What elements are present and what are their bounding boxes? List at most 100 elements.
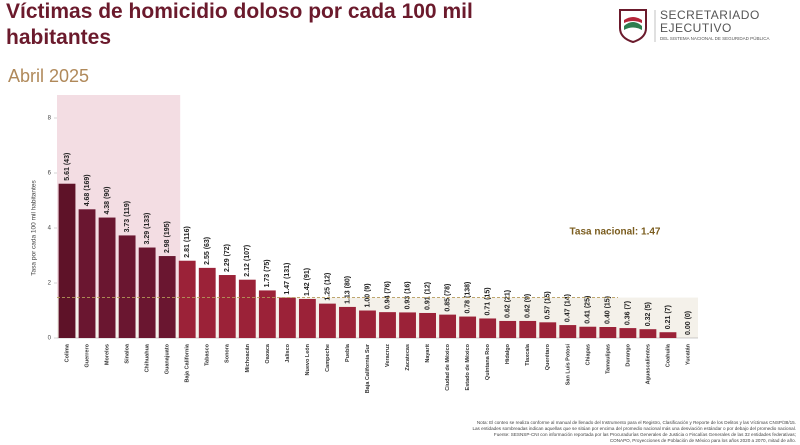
x-tick-label: Quintana Roo — [485, 343, 491, 380]
x-tick-label: Chihuahua — [145, 343, 151, 372]
x-tick-label: Nayarit — [425, 344, 431, 363]
value-label: 0.47 (14) — [565, 294, 572, 322]
y-tick-label: 4 — [48, 226, 52, 232]
x-tick-label: Guerrero — [85, 343, 91, 367]
bar — [58, 183, 76, 338]
value-label: 1.47 (131) — [284, 263, 291, 295]
x-tick-label: Chiapas — [585, 344, 591, 365]
value-label: 2.12 (107) — [244, 245, 251, 277]
bar — [218, 275, 236, 338]
footnote: Nota: El conteo se realiza conforme al m… — [477, 420, 796, 425]
bar — [439, 314, 457, 338]
x-tick-label: Morelos — [105, 344, 111, 365]
logo: SECRETARIADO EJECUTIVO DEL SISTEMA NACIO… — [619, 8, 769, 44]
annotation: Tasa nacional: 1.47 — [570, 227, 661, 238]
bar — [499, 320, 517, 338]
bar — [198, 267, 216, 338]
x-tick-label: Nuevo León — [305, 343, 311, 375]
bar — [118, 235, 136, 338]
y-axis-label: Tasa por cada 100 mil habitantes — [31, 180, 38, 276]
value-label: 4.68 (169) — [84, 174, 91, 206]
x-tick-label: Coahuila — [665, 343, 671, 367]
value-label: 0.21 (7) — [665, 305, 672, 329]
bar — [178, 260, 196, 338]
x-tick-label: Hidalgo — [505, 343, 511, 364]
x-tick-label: Baja California — [185, 343, 191, 382]
x-tick-label: Guanajuato — [165, 343, 171, 374]
bar — [519, 320, 537, 338]
chart-title: habitantes — [6, 26, 111, 49]
value-label: 0.94 (76) — [384, 281, 391, 309]
bar — [659, 332, 677, 338]
x-tick-label: Tamaulipas — [605, 344, 611, 374]
value-label: 5.61 (43) — [64, 153, 71, 181]
x-tick-label: Durango — [625, 343, 631, 366]
x-tick-label: San Luis Potosí — [565, 344, 571, 386]
bar — [619, 328, 637, 338]
x-tick-label: Sonora — [225, 343, 231, 363]
x-tick-label: Baja California Sur — [365, 343, 371, 393]
bar — [278, 297, 296, 338]
value-label: 0.91 (12) — [424, 282, 431, 310]
bar — [639, 329, 657, 338]
value-label: 0.00 (0) — [685, 311, 692, 335]
footnote: CONAPO, Proyecciones de Población de Méx… — [610, 438, 796, 443]
x-tick-label: Michoacán — [245, 343, 251, 372]
value-label: 0.40 (15) — [605, 296, 612, 324]
bar — [599, 327, 617, 338]
x-tick-label: Tlaxcala — [525, 343, 531, 366]
bar — [258, 290, 276, 338]
x-tick-label: Ciudad de México — [445, 343, 451, 390]
logo-text: EJECUTIVO — [660, 21, 732, 35]
value-label: 2.55 (63) — [204, 237, 211, 265]
value-label: 0.93 (16) — [404, 281, 411, 309]
value-label: 3.73 (119) — [124, 201, 131, 233]
bar — [298, 298, 316, 338]
chart-title: Víctimas de homicidio doloso por cada 10… — [6, 0, 473, 23]
value-label: 0.62 (21) — [505, 290, 512, 318]
value-label: 3.29 (133) — [144, 213, 151, 245]
value-label: 0.57 (15) — [545, 291, 552, 319]
value-label: 0.62 (9) — [525, 294, 532, 318]
x-tick-label: Veracruz — [385, 344, 391, 367]
value-label: 1.73 (75) — [264, 259, 271, 287]
bar — [459, 316, 477, 338]
value-label: 0.32 (5) — [645, 302, 652, 326]
footnote: Fuente: SESNSP-CNI con información repor… — [494, 432, 796, 437]
value-label: 2.98 (195) — [164, 221, 171, 253]
bar — [319, 303, 336, 338]
y-tick-label: 2 — [48, 281, 52, 287]
y-tick-label: 6 — [48, 171, 52, 177]
bar — [379, 312, 396, 338]
bar — [419, 312, 436, 338]
bar — [158, 256, 176, 338]
x-tick-label: Estado de México — [465, 343, 471, 390]
bar — [238, 279, 256, 338]
x-tick-label: Jalisco — [285, 343, 291, 362]
x-tick-label: Sinaloa — [125, 343, 131, 364]
value-label: 1.25 (12) — [324, 273, 331, 301]
x-tick-label: Yucatán — [685, 343, 691, 365]
value-label: 0.36 (7) — [625, 301, 632, 325]
value-label: 0.71 (15) — [485, 287, 492, 315]
logo-text: SECRETARIADO — [660, 8, 760, 22]
bar — [579, 326, 597, 338]
x-tick-label: Aguascalientes — [645, 344, 651, 384]
x-tick-label: Querétaro — [545, 343, 551, 370]
value-label: 0.41 (25) — [585, 296, 592, 324]
value-label: 4.38 (90) — [104, 187, 111, 215]
value-label: 1.42 (91) — [304, 268, 311, 296]
value-label: 1.00 (9) — [364, 283, 371, 307]
x-tick-label: Colima — [64, 343, 70, 362]
y-tick-label: 0 — [48, 336, 52, 342]
x-tick-label: Tabasco — [205, 343, 211, 366]
value-label: 2.81 (116) — [184, 226, 191, 258]
value-label: 2.29 (72) — [224, 244, 231, 272]
x-tick-label: Campeche — [325, 344, 331, 372]
footnote: Las entidades sombreadas indican aquella… — [472, 426, 796, 431]
x-tick-label: Puebla — [345, 343, 351, 362]
y-tick-label: 8 — [48, 116, 52, 122]
value-label: 1.13 (80) — [344, 276, 351, 304]
bar — [339, 306, 356, 338]
